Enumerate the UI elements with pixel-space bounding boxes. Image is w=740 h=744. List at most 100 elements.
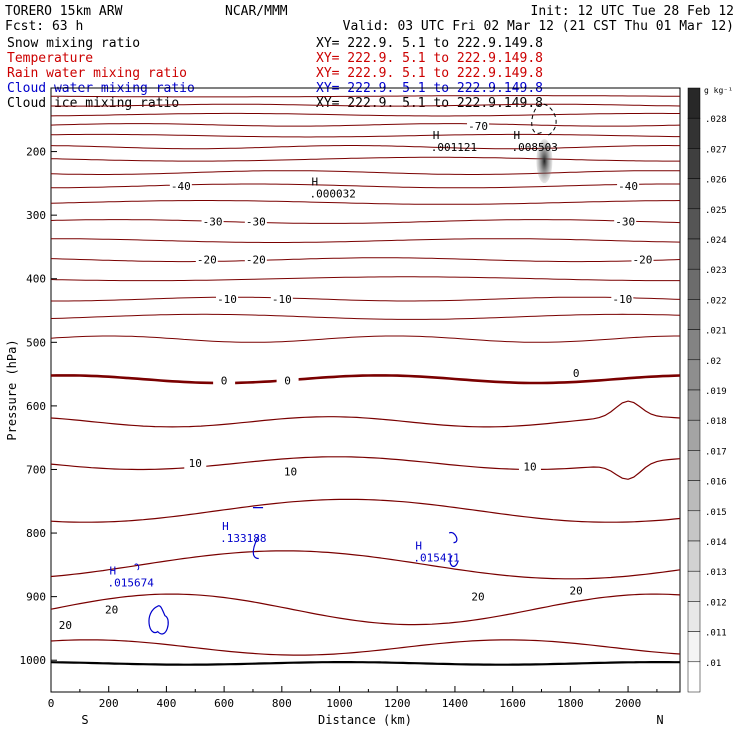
- cloud-water-contour: [448, 531, 459, 567]
- temperature-contour: [51, 95, 681, 98]
- temperature-contour: [50, 112, 680, 117]
- model-title: TORERO 15km ARW: [5, 4, 123, 19]
- maximum-value: .133188: [220, 532, 266, 545]
- x-axis-label: Distance (km): [318, 713, 412, 727]
- legend-field-xy: XY= 222.9. 5.1 to 222.9.149.8: [316, 66, 543, 81]
- colorbar-cell: [687, 540, 701, 572]
- temperature-contour: [50, 123, 681, 127]
- north-label: N: [656, 713, 663, 727]
- temperature-contour: [50, 335, 680, 343]
- colorbar-cell: [687, 329, 701, 361]
- y-tick-label: 200: [26, 146, 46, 159]
- temperature-contour: [50, 219, 681, 224]
- colorbar-unit: g kg⁻¹: [704, 86, 733, 95]
- y-tick-label: 800: [26, 527, 46, 540]
- colorbar-label: .019: [705, 387, 727, 397]
- temperature-contour: [50, 400, 681, 428]
- colorbar-label: .027: [705, 145, 727, 155]
- legend-field-xy: XY= 222.9. 5.1 to 222.9.149.8: [316, 51, 543, 66]
- contour-label: 10: [189, 457, 202, 470]
- temperature-contour: [50, 661, 680, 666]
- colorbar-cell: [687, 570, 701, 602]
- colorbar-cell: [687, 450, 701, 481]
- contour-label: -30: [246, 216, 266, 229]
- contour-label: 10: [523, 460, 536, 473]
- colorbar-cell: [687, 87, 701, 119]
- contour-label: 20: [59, 619, 72, 632]
- y-axis-label: Pressure (hPa): [5, 339, 19, 440]
- legend-field-xy: XY= 222.9. 5.1 to 222.9.149.8: [316, 36, 543, 51]
- y-tick-label: 400: [26, 273, 46, 286]
- colorbar-label: .024: [705, 236, 727, 246]
- center-title: NCAR/MMM: [225, 4, 288, 19]
- contour-label: -30: [203, 216, 223, 229]
- colorbar-cell: [687, 631, 701, 663]
- temperature-contour: [50, 639, 681, 656]
- x-tick-label: 1200: [384, 697, 411, 710]
- colorbar-cell: [687, 208, 701, 240]
- legend-field-name: Snow mixing ratio: [7, 36, 140, 51]
- temperature-contour: [50, 156, 680, 162]
- colorbar-cell: [687, 148, 701, 179]
- colorbar-label: .02: [705, 357, 721, 367]
- plot-frame: [50, 87, 681, 693]
- x-tick-label: 2000: [615, 697, 642, 710]
- contour-label-bg: [244, 214, 267, 228]
- temperature-contour: [50, 374, 681, 385]
- temperature-contour: [50, 145, 680, 150]
- cloud-water-contours: [134, 507, 459, 635]
- colorbar-cell: [687, 117, 701, 149]
- x-tick-label: 600: [214, 697, 234, 710]
- temperature-contour: [50, 593, 681, 626]
- south-label: S: [81, 713, 88, 727]
- temperature-contour: [50, 257, 681, 263]
- colorbar-cell: [687, 178, 701, 210]
- valid-time: Valid: 03 UTC Fri 02 Mar 12 (21 CST Thu …: [343, 19, 734, 34]
- maximum-value: .015674: [108, 577, 155, 590]
- maximum-marker: H: [433, 129, 440, 142]
- cloud-water-contour: [252, 507, 264, 560]
- contour-label-bg: [614, 214, 637, 228]
- temperature-contour: [50, 550, 681, 580]
- maxima-labels: H.001121H.008503H.000032H.133188H.015411…: [108, 129, 558, 590]
- contour-label-bg: [244, 252, 267, 266]
- contour-label: -70: [468, 120, 488, 133]
- colorbar-cell: [687, 601, 701, 632]
- forecast-hour: Fcst: 63 h: [5, 19, 83, 34]
- contour-label: -20: [633, 254, 653, 267]
- legend-field-name: Rain water mixing ratio: [7, 66, 187, 81]
- temperature-contour: [50, 170, 681, 175]
- cloud-ice-shading: [531, 103, 557, 184]
- contour-label-bg: [270, 292, 293, 306]
- y-tick-label: 900: [26, 591, 46, 604]
- cloud-water-contour: [148, 605, 169, 635]
- contour-label-bg: [201, 214, 224, 228]
- contour-label-bg: [617, 178, 640, 192]
- contour-label-bg: [467, 589, 490, 603]
- colorbar-label: .016: [705, 478, 727, 488]
- maximum-value: .015411: [413, 551, 459, 564]
- contour-label: 20: [471, 591, 484, 604]
- contour-label-bg: [276, 373, 299, 387]
- y-tick-label: 1000: [20, 654, 47, 667]
- axes: 0 200 400 600 800 1000 1200 1400 1600 1800 2000200…: [20, 146, 658, 710]
- legend-field-xy: XY= 222.9. 5.1 to 222.9.149.8: [316, 96, 543, 111]
- colorbar-cell: [687, 661, 701, 693]
- x-tick-label: 1400: [442, 697, 469, 710]
- snow-contour: [531, 103, 557, 137]
- colorbar-cell: [687, 238, 701, 270]
- temperature-contour: [51, 183, 680, 189]
- y-tick-label: 600: [26, 400, 46, 413]
- contour-label: -10: [612, 293, 632, 306]
- colorbar-label: .011: [705, 629, 727, 639]
- contour-label-bg: [565, 583, 588, 597]
- contour-label-bg: [611, 292, 634, 306]
- colorbar-cell: [687, 359, 701, 391]
- contour-label: 0: [221, 374, 228, 387]
- colorbar: .028 .027 .026 .025 .024 .023 .022 .021 .02 .019.…: [687, 86, 733, 693]
- contour-label-bg: [100, 602, 123, 616]
- colorbar-label: .022: [705, 296, 727, 306]
- colorbar-cell: [687, 510, 701, 542]
- contour-label: -10: [272, 293, 292, 306]
